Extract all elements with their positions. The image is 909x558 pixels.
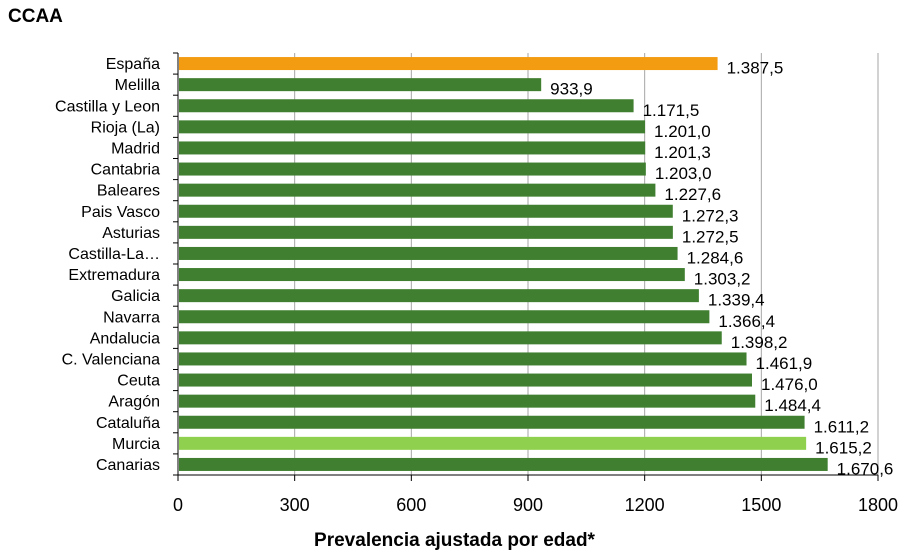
category-label: Andalucia — [90, 330, 160, 347]
bar — [179, 246, 678, 260]
bar — [179, 57, 718, 71]
category-label: Rioja (La) — [91, 119, 160, 136]
category-label: Cantabria — [91, 162, 160, 179]
category-label: Castilla y Leon — [55, 98, 160, 115]
category-label: Madrid — [111, 140, 160, 157]
category-label: Cataluña — [96, 415, 160, 432]
bar — [179, 141, 646, 155]
data-label: 1.476,0 — [761, 375, 818, 394]
data-label: 1.272,5 — [682, 227, 739, 246]
bar — [179, 394, 756, 408]
data-label: 1.387,5 — [727, 59, 784, 78]
bar — [179, 162, 646, 176]
bar — [179, 373, 752, 387]
data-label: 1.615,2 — [815, 438, 872, 457]
data-label: 1.303,2 — [694, 270, 751, 289]
x-tick-label: 1500 — [741, 495, 781, 515]
axes — [173, 52, 879, 481]
category-label: Baleares — [97, 183, 160, 200]
data-label: 933,9 — [550, 80, 593, 99]
category-labels: España Melilla Castilla y Leon Rioja (La) Ma… — [55, 56, 160, 474]
bar — [179, 436, 807, 450]
bar — [179, 289, 699, 303]
category-label: España — [106, 56, 160, 73]
bar — [179, 225, 673, 239]
data-label: 1.284,6 — [687, 248, 744, 267]
category-label: Extremadura — [68, 267, 160, 284]
data-label: 1.272,3 — [682, 206, 739, 225]
data-label: 1.461,9 — [756, 354, 813, 373]
category-label: Pais Vasco — [81, 204, 160, 221]
category-label: Murcia — [112, 436, 160, 453]
category-label: Navarra — [103, 309, 160, 326]
x-tick-label: 900 — [513, 495, 543, 515]
category-label: Asturias — [102, 225, 160, 242]
x-tick-label: 0 — [173, 495, 183, 515]
bar — [179, 310, 710, 324]
bar — [179, 352, 747, 366]
data-label: 1.484,4 — [764, 396, 821, 415]
value-labels: 1.387,5 933,9 1.171,5 1.201,0 1.201,3 1.203,0… — [550, 59, 893, 479]
data-label: 1.171,5 — [643, 101, 700, 120]
bar — [179, 183, 656, 197]
category-label: Melilla — [115, 77, 160, 94]
x-tick-labels: 0 300 600 900 1200 1500 1800 — [173, 495, 898, 515]
category-label: C. Valenciana — [62, 351, 161, 368]
x-tick-label: 600 — [396, 495, 426, 515]
category-label: Canarias — [96, 457, 160, 474]
data-label: 1.611,2 — [814, 417, 869, 436]
bar — [179, 415, 805, 429]
category-label: Aragón — [108, 394, 160, 411]
x-axis-label: Prevalencia ajustada por edad* — [314, 530, 595, 551]
bar — [179, 268, 685, 282]
data-label: 1.339,4 — [708, 291, 765, 310]
category-label: Ceuta — [117, 373, 160, 390]
data-label: 1.227,6 — [664, 185, 721, 204]
x-tick-label: 1800 — [858, 495, 898, 515]
bar — [179, 120, 646, 134]
bar — [179, 204, 673, 218]
data-label: 1.203,0 — [655, 164, 712, 183]
category-label: Castilla-La… — [68, 246, 160, 263]
data-label: 1.366,4 — [718, 312, 775, 331]
bar — [179, 457, 828, 471]
chart-title: CCAA — [8, 6, 63, 27]
x-tick-label: 300 — [280, 495, 310, 515]
data-label: 1.201,3 — [654, 143, 711, 162]
x-tick-label: 1200 — [625, 495, 665, 515]
bars — [179, 57, 828, 471]
bar — [179, 99, 634, 113]
category-label: Galicia — [111, 288, 160, 305]
data-label: 1.201,0 — [654, 122, 711, 141]
data-label: 1.670,6 — [837, 459, 894, 478]
bar — [179, 78, 542, 92]
bar — [179, 331, 722, 345]
data-label: 1.398,2 — [731, 333, 788, 352]
